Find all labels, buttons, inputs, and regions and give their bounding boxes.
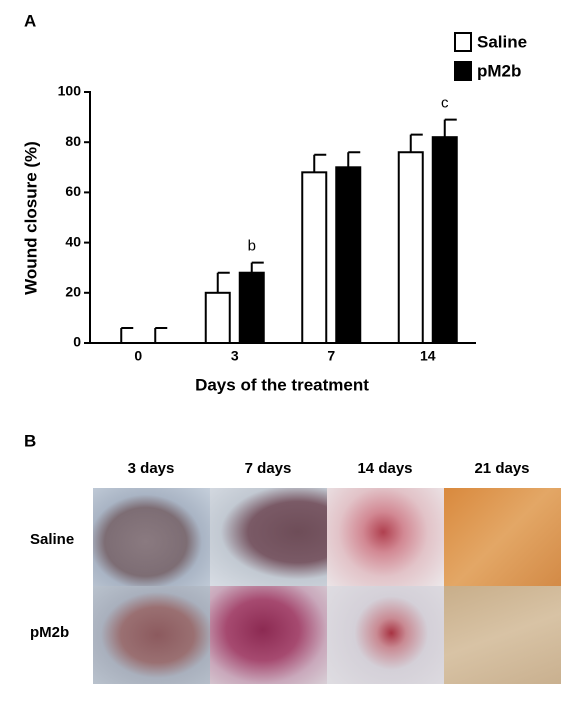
- bar: [301, 171, 328, 344]
- legend-label: pM2b: [477, 61, 521, 80]
- photo: [327, 488, 444, 586]
- error-bar: [443, 118, 457, 138]
- y-tick-label: 100: [58, 83, 82, 99]
- error-bar: [409, 133, 423, 153]
- photo: [444, 488, 561, 586]
- legend-swatch: [454, 61, 472, 81]
- legend-swatch: [454, 32, 472, 52]
- y-axis-label: Wound closure (%): [21, 141, 40, 295]
- bar: [397, 151, 424, 344]
- column-label: 3 days: [128, 460, 175, 477]
- x-axis-label: Days of the treatment: [195, 375, 369, 394]
- error-bar: [250, 261, 264, 273]
- photo: [93, 586, 210, 684]
- x-tick-label: 14: [420, 348, 436, 364]
- error-bar: [216, 271, 230, 293]
- bar: [238, 271, 265, 344]
- photo: [444, 586, 561, 684]
- bar: [335, 166, 362, 344]
- error-bar: [120, 326, 134, 343]
- photo: [210, 488, 327, 586]
- plot: 0 20 40 60 80 100 0 3 b 7 14 c Saline pM2b: [58, 32, 527, 364]
- y-tick-label: 0: [73, 334, 81, 350]
- y-tick-label: 60: [65, 183, 81, 199]
- error-bar: [154, 326, 168, 343]
- x-tick-label: 0: [134, 348, 142, 364]
- annotation: c: [441, 95, 449, 112]
- row-label: Saline: [30, 531, 74, 548]
- x-tick-label: 3: [231, 348, 239, 364]
- panel-label: B: [24, 431, 36, 450]
- x-tick-label: 7: [327, 348, 335, 364]
- photo: [93, 488, 210, 586]
- legend-label: Saline: [477, 32, 527, 51]
- y-tick-label: 20: [65, 284, 81, 300]
- panel-label: A: [24, 11, 36, 30]
- column-label: 14 days: [357, 460, 412, 477]
- column-label: 7 days: [245, 460, 292, 477]
- annotation: b: [248, 238, 256, 255]
- photo: [210, 586, 327, 684]
- error-bar: [313, 153, 327, 173]
- photo-labels: 3 days 7 days 14 days 21 days Saline pM2b: [30, 460, 530, 641]
- bar: [431, 136, 458, 344]
- y-tick-label: 40: [65, 233, 81, 249]
- row-label: pM2b: [30, 624, 69, 641]
- error-bar: [347, 151, 361, 168]
- photo: [327, 586, 444, 684]
- bar: [204, 291, 231, 344]
- y-tick-label: 80: [65, 133, 81, 149]
- column-label: 21 days: [474, 460, 529, 477]
